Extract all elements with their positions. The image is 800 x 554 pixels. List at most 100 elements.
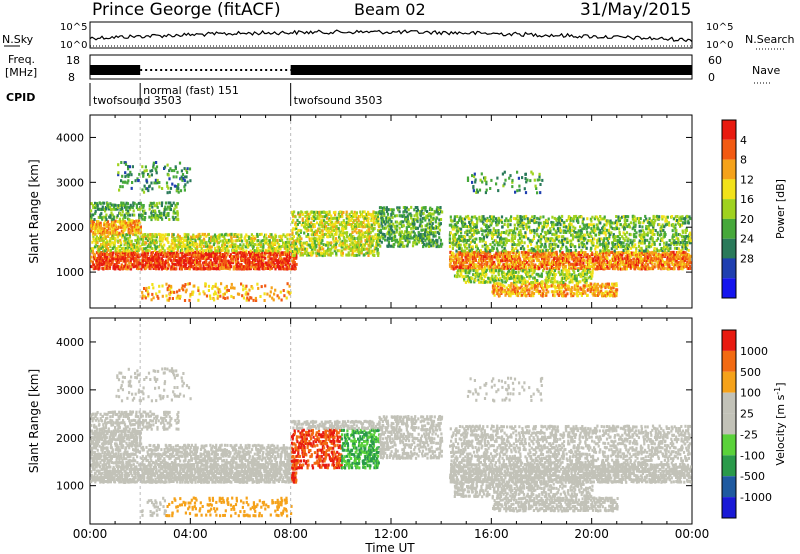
echo-cell — [599, 255, 602, 259]
echo-cell — [209, 245, 212, 249]
echo-cell — [101, 263, 104, 267]
echo-cell — [183, 243, 186, 247]
echo-cell — [292, 261, 295, 265]
echo-cell — [438, 218, 441, 222]
echo-cell — [498, 258, 502, 262]
echo-cell — [124, 216, 127, 220]
echo-cell — [270, 257, 273, 261]
echo-cell — [174, 243, 177, 247]
echo-cell — [406, 214, 409, 218]
echo-cell — [318, 253, 321, 257]
echo-cell — [377, 217, 380, 221]
echo-cell — [482, 255, 485, 258]
echo-cell — [323, 219, 326, 223]
echo-cell — [99, 246, 102, 250]
echo-cell — [500, 253, 503, 257]
echo-cell — [669, 258, 672, 262]
echo-cell — [328, 212, 331, 216]
echo-cell — [357, 243, 360, 247]
echo-cell — [363, 235, 367, 239]
echo-cell — [113, 245, 116, 249]
echo-cell — [293, 253, 296, 257]
echo-cell — [289, 263, 292, 267]
echo-cell — [188, 241, 192, 245]
echo-cell — [450, 266, 453, 270]
echo-cell — [307, 212, 310, 216]
echo-cell — [595, 258, 598, 262]
echo-cell — [668, 257, 671, 261]
echo-cell — [110, 203, 113, 207]
echo-cell — [324, 251, 327, 255]
echo-cell — [109, 249, 112, 252]
echo-cell — [651, 251, 655, 255]
echo-cell — [368, 229, 371, 233]
echo-cell — [500, 259, 503, 263]
echo-cell — [103, 235, 106, 239]
echo-cell — [289, 251, 292, 255]
echo-cell — [304, 251, 307, 255]
echo-cell — [199, 257, 202, 261]
echo-cell — [119, 253, 122, 256]
echo-cell — [374, 245, 377, 249]
echo-cell — [677, 257, 680, 260]
echo-cell — [367, 210, 370, 214]
echo-cell — [638, 253, 642, 257]
echo-cell — [172, 246, 175, 250]
echo-cell — [145, 249, 148, 253]
echo-cell — [113, 243, 116, 247]
echo-cell — [407, 208, 410, 212]
echo-cell — [198, 232, 201, 236]
echo-cell — [323, 250, 326, 253]
echo-cell — [639, 251, 642, 255]
echo-cell — [419, 237, 422, 240]
echo-cell — [326, 221, 329, 225]
echo-cell — [156, 251, 159, 255]
echo-cell — [408, 236, 411, 240]
echo-cell — [167, 263, 171, 267]
echo-cell — [646, 267, 649, 271]
echo-cell — [91, 240, 94, 244]
echo-cell — [158, 209, 161, 213]
echo-cell — [336, 216, 339, 220]
echo-cell — [575, 258, 578, 262]
echo-cell — [253, 263, 256, 266]
echo-cell — [288, 255, 291, 259]
echo-cell — [343, 231, 346, 235]
echo-cell — [422, 243, 426, 246]
echo-cell — [402, 206, 405, 209]
echo-cell — [344, 245, 347, 249]
echo-cell — [682, 261, 686, 265]
echo-cell — [269, 257, 272, 261]
echo-cell — [668, 254, 671, 258]
echo-cell — [116, 235, 120, 239]
echo-cell — [611, 267, 615, 271]
echo-cell — [486, 263, 489, 267]
echo-cell — [140, 267, 143, 271]
echo-cell — [244, 245, 247, 249]
echo-cell — [689, 254, 692, 258]
echo-cell — [617, 251, 620, 255]
echo-cell — [449, 215, 452, 219]
echo-cell — [98, 245, 101, 249]
echo-cell — [267, 249, 270, 253]
echo-cell — [455, 240, 458, 244]
echo-cell — [341, 215, 344, 219]
echo-cell — [389, 244, 392, 248]
echo-cell — [628, 256, 631, 260]
echo-cell — [394, 235, 397, 238]
echo-cell — [338, 229, 341, 233]
echo-cell — [202, 253, 205, 257]
echo-cell — [562, 259, 565, 262]
echo-cell — [273, 241, 277, 245]
echo-cell — [90, 217, 93, 221]
echo-cell — [254, 264, 257, 268]
echo-cell — [137, 239, 140, 243]
echo-cell — [613, 267, 616, 271]
echo-cell — [198, 253, 201, 257]
echo-cell — [112, 251, 115, 255]
echo-cell — [177, 252, 180, 256]
echo-cell — [421, 238, 424, 242]
echo-cell — [223, 237, 226, 241]
echo-cell — [271, 241, 274, 245]
echo-cell — [90, 229, 93, 233]
